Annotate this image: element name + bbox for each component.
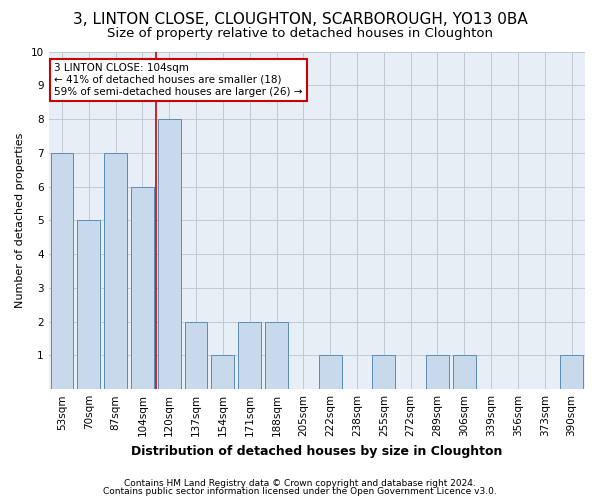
- Bar: [319, 356, 341, 389]
- Bar: [426, 356, 449, 389]
- Text: 3, LINTON CLOSE, CLOUGHTON, SCARBOROUGH, YO13 0BA: 3, LINTON CLOSE, CLOUGHTON, SCARBOROUGH,…: [73, 12, 527, 28]
- Y-axis label: Number of detached properties: Number of detached properties: [15, 132, 25, 308]
- Bar: [265, 322, 288, 389]
- Bar: [131, 186, 154, 389]
- Text: Contains HM Land Registry data © Crown copyright and database right 2024.: Contains HM Land Registry data © Crown c…: [124, 478, 476, 488]
- Bar: [104, 153, 127, 389]
- Text: Size of property relative to detached houses in Cloughton: Size of property relative to detached ho…: [107, 28, 493, 40]
- Bar: [158, 119, 181, 389]
- Bar: [453, 356, 476, 389]
- X-axis label: Distribution of detached houses by size in Cloughton: Distribution of detached houses by size …: [131, 444, 502, 458]
- Text: 3 LINTON CLOSE: 104sqm
← 41% of detached houses are smaller (18)
59% of semi-det: 3 LINTON CLOSE: 104sqm ← 41% of detached…: [54, 64, 302, 96]
- Bar: [77, 220, 100, 389]
- Bar: [373, 356, 395, 389]
- Bar: [185, 322, 208, 389]
- Bar: [50, 153, 73, 389]
- Bar: [211, 356, 234, 389]
- Bar: [560, 356, 583, 389]
- Bar: [238, 322, 261, 389]
- Text: Contains public sector information licensed under the Open Government Licence v3: Contains public sector information licen…: [103, 487, 497, 496]
